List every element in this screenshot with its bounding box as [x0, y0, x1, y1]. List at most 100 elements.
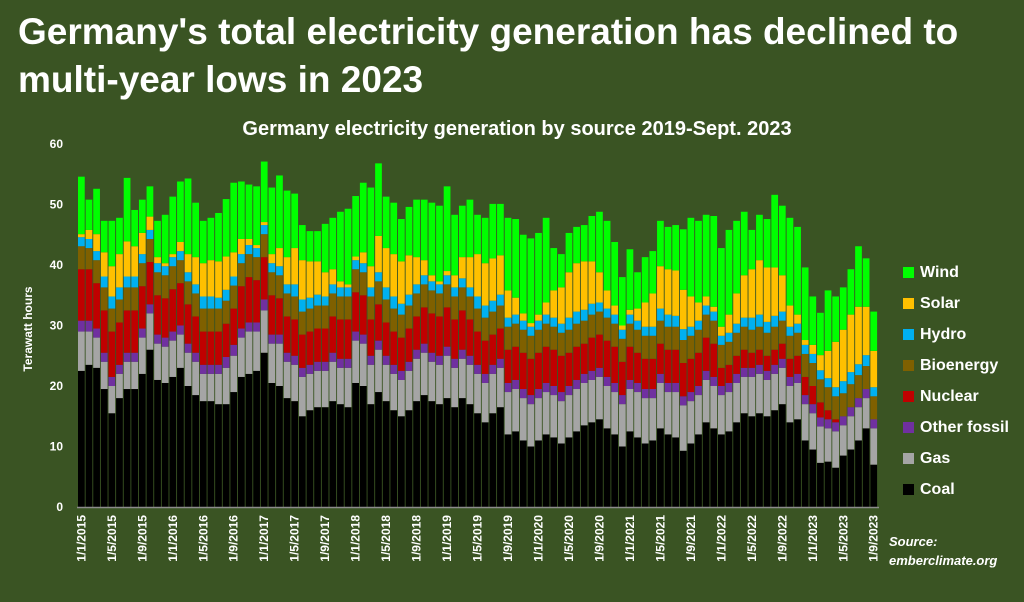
bar-wind-97	[817, 312, 824, 356]
bar-wind-93	[786, 217, 794, 306]
bar-coal-72	[626, 431, 634, 508]
bar-other-fossil-55	[497, 358, 504, 368]
bar-other-fossil-8	[138, 328, 146, 338]
bar-gas-37	[359, 343, 367, 386]
bar-wind-85	[725, 229, 733, 315]
bar-gas-40	[382, 364, 390, 402]
bar-gas-62	[550, 395, 558, 438]
bar-bioenergy-26	[276, 275, 283, 299]
bar-gas-75	[649, 398, 657, 441]
bar-wind-98	[824, 290, 832, 351]
bar-bioenergy-55	[497, 305, 504, 329]
bar-bioenergy-29	[298, 311, 306, 335]
bar-coal-101	[847, 449, 855, 507]
bar-wind-31	[314, 231, 321, 262]
bar-hydro-21	[238, 254, 245, 264]
bar-wind-95	[801, 267, 809, 341]
bar-coal-20	[230, 392, 238, 507]
bar-bioenergy-77	[664, 326, 672, 350]
x-tick-label: 1/1/2022	[714, 515, 728, 562]
bar-nuclear-99	[832, 419, 840, 423]
bar-gas-15	[192, 361, 200, 396]
bar-solar-54	[489, 258, 497, 301]
bar-gas-31	[314, 370, 321, 408]
bar-coal-104	[870, 464, 878, 507]
bar-solar-15	[192, 257, 200, 285]
bar-coal-40	[382, 401, 390, 508]
bar-other-fossil-18	[215, 364, 222, 374]
bar-bioenergy-92	[778, 320, 786, 344]
bar-hydro-4	[108, 296, 116, 309]
bar-gas-69	[603, 386, 611, 429]
bar-gas-19	[222, 367, 230, 405]
bar-gas-60	[535, 398, 542, 441]
bars-group	[78, 161, 878, 508]
bar-hydro-52	[474, 296, 481, 309]
y-tick-label: 50	[50, 198, 64, 212]
bar-hydro-66	[580, 309, 588, 321]
bar-solar-90	[763, 267, 771, 322]
bar-solar-33	[329, 269, 337, 285]
legend-item-gas: Gas	[903, 443, 1009, 474]
bar-other-fossil-42	[398, 370, 405, 380]
bar-wind-60	[535, 232, 542, 315]
bar-hydro-65	[573, 311, 580, 324]
legend-label: Nuclear	[920, 387, 979, 405]
bar-other-fossil-56	[504, 382, 512, 393]
bar-coal-7	[131, 389, 139, 507]
bar-nuclear-25	[268, 295, 276, 335]
bar-nuclear-84	[718, 367, 725, 386]
bar-nuclear-62	[550, 349, 558, 386]
bar-gas-92	[778, 367, 786, 405]
bar-gas-85	[725, 392, 733, 432]
bar-bioenergy-63	[558, 332, 565, 356]
bar-solar-57	[512, 297, 520, 315]
bar-wind-82	[702, 214, 710, 297]
bar-bioenergy-5	[116, 299, 123, 323]
bar-nuclear-58	[519, 352, 527, 390]
bar-other-fossil-57	[512, 379, 520, 390]
bar-hydro-39	[375, 272, 382, 282]
bar-nuclear-76	[657, 343, 664, 374]
bar-bioenergy-57	[512, 323, 520, 347]
bar-coal-35	[344, 407, 352, 507]
bar-nuclear-50	[458, 310, 466, 350]
bar-other-fossil-95	[801, 395, 809, 405]
bar-wind-51	[466, 199, 474, 258]
bar-nuclear-34	[337, 319, 344, 359]
bar-solar-86	[733, 293, 740, 324]
bar-gas-86	[733, 382, 740, 423]
bar-coal-67	[588, 422, 596, 507]
bar-other-fossil-49	[451, 358, 459, 368]
bar-gas-78	[672, 392, 680, 438]
bar-nuclear-46	[428, 313, 436, 353]
bar-nuclear-57	[512, 346, 520, 380]
bar-gas-9	[146, 313, 154, 350]
bar-nuclear-98	[824, 410, 832, 420]
bar-solar-91	[771, 267, 779, 316]
bar-solar-19	[222, 256, 230, 290]
bar-solar-23	[253, 245, 260, 249]
bar-other-fossil-102	[855, 398, 862, 408]
bar-bioenergy-102	[855, 375, 862, 399]
bar-bioenergy-91	[771, 326, 779, 350]
bar-coal-9	[146, 349, 154, 507]
bar-bioenergy-43	[405, 305, 413, 329]
bar-hydro-100	[839, 381, 847, 394]
bar-bioenergy-10	[154, 272, 161, 296]
bar-hydro-80	[687, 326, 695, 336]
bar-hydro-35	[344, 287, 352, 297]
bar-nuclear-14	[184, 304, 192, 344]
bar-wind-99	[832, 296, 840, 342]
bar-coal-60	[535, 440, 542, 507]
bar-other-fossil-29	[298, 367, 306, 377]
bar-bioenergy-2	[93, 260, 100, 284]
x-tick-label: 1/9/2018	[410, 515, 424, 562]
bar-coal-50	[458, 398, 466, 507]
bar-nuclear-68	[596, 334, 603, 368]
bar-hydro-69	[603, 308, 611, 318]
bar-other-fossil-3	[100, 352, 108, 362]
bar-nuclear-69	[603, 340, 611, 377]
bar-hydro-59	[527, 326, 535, 336]
x-tick-label: 1/9/2020	[592, 515, 606, 562]
